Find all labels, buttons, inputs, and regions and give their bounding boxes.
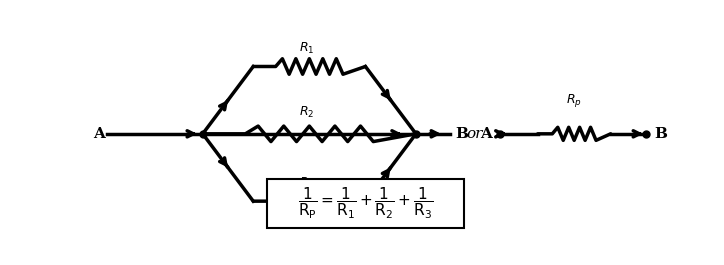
Text: A: A xyxy=(93,127,104,141)
Text: $R_3$: $R_3$ xyxy=(299,176,314,191)
Text: or: or xyxy=(467,127,483,141)
Text: $R_1$: $R_1$ xyxy=(299,41,314,56)
Text: B: B xyxy=(654,127,668,141)
Text: B: B xyxy=(455,127,468,141)
Text: $\dfrac{1}{\mathrm{R_P}} = \dfrac{1}{\mathrm{R_1}} + \dfrac{1}{\mathrm{R_2}} + \: $\dfrac{1}{\mathrm{R_P}} = \dfrac{1}{\ma… xyxy=(298,186,433,221)
Text: A: A xyxy=(480,127,492,141)
Text: $R_p$: $R_p$ xyxy=(566,92,582,109)
Text: $R_2$: $R_2$ xyxy=(299,104,314,120)
FancyBboxPatch shape xyxy=(267,179,463,228)
